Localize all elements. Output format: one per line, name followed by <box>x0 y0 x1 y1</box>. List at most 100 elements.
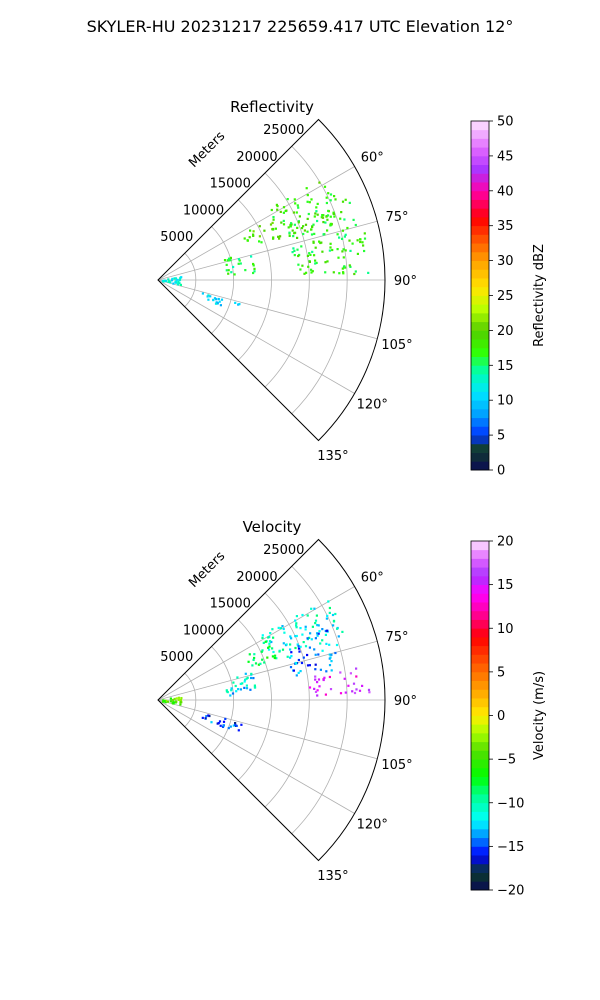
echo-cell <box>306 200 309 203</box>
echo-cell <box>236 676 239 679</box>
echo-cell <box>230 687 233 690</box>
colorbar-tick-label: 20 <box>497 324 514 339</box>
echo-cell <box>321 250 324 253</box>
echo-cell <box>321 639 324 642</box>
echo-cell <box>205 715 208 718</box>
echo-cell <box>252 658 255 661</box>
echo-cell <box>234 301 237 304</box>
echo-cell <box>325 617 328 620</box>
echo-cell <box>299 627 302 630</box>
colorbar-segment <box>471 820 489 830</box>
echo-cell <box>277 626 280 629</box>
echo-cell <box>292 211 295 214</box>
echo-cell <box>258 240 261 243</box>
echo-cell <box>318 630 321 633</box>
echo-cell <box>328 675 331 679</box>
colorbar-segment <box>471 391 489 401</box>
colorbar-segment <box>471 173 489 183</box>
echo-cell <box>343 218 346 221</box>
echo-cell <box>353 691 357 695</box>
echo-cell <box>359 240 362 244</box>
colorbar-segment <box>471 138 489 148</box>
echo-region <box>201 714 243 732</box>
colorbar-tick-label: −10 <box>497 796 524 811</box>
echo-cell <box>173 697 176 701</box>
echo-cell <box>298 215 301 218</box>
echo-cell <box>336 248 339 251</box>
echo-cell <box>244 678 247 681</box>
echo-cell <box>245 687 249 690</box>
colorbar-segment <box>471 750 489 760</box>
echo-region <box>261 600 344 660</box>
colorbar-tick-label: −15 <box>497 840 524 855</box>
colorbar-tick-label: 35 <box>497 219 514 234</box>
azimuth-tick-label: 105° <box>381 338 412 353</box>
echo-cell <box>282 627 285 631</box>
colorbar-segment <box>471 243 489 253</box>
echo-cell <box>267 648 271 651</box>
echo-cell <box>224 717 227 720</box>
echo-cell <box>333 215 336 218</box>
echo-cell <box>334 198 337 201</box>
echo-cell <box>329 199 332 202</box>
azimuth-tick-label: 60° <box>361 150 384 165</box>
range-tick-label: 15000 <box>210 177 251 192</box>
azimuth-tick-label: 75° <box>385 630 408 645</box>
echo-cell <box>165 699 168 702</box>
echo-cell <box>235 690 238 693</box>
echo-cell <box>313 254 316 257</box>
echo-cell <box>328 606 331 610</box>
echo-cell <box>316 634 319 637</box>
echo-cell <box>248 653 251 656</box>
colorbar-segment <box>471 356 489 366</box>
echo-cell <box>291 251 294 254</box>
range-tick-label: 20000 <box>236 570 277 585</box>
echo-cell <box>278 237 281 240</box>
echo-cell <box>330 653 333 656</box>
echo-cell <box>218 300 221 303</box>
echo-cell <box>259 662 262 665</box>
azimuth-tick-label: 120° <box>357 818 388 833</box>
colorbar-segment <box>471 724 489 734</box>
echo-cell <box>324 221 327 224</box>
echo-cell <box>302 641 305 644</box>
echo-cell <box>279 235 282 238</box>
echo-cell <box>314 622 317 625</box>
colorbar-segment <box>471 558 489 568</box>
echo-cell <box>311 225 314 228</box>
echo-cell <box>328 249 331 252</box>
echo-cell <box>297 647 301 650</box>
echo-cell <box>212 298 215 301</box>
colorbar-tick-label: 40 <box>497 184 514 199</box>
echo-cell <box>237 688 240 691</box>
echo-cell <box>359 238 362 241</box>
echo-cell <box>328 643 331 646</box>
echo-cell <box>294 635 297 638</box>
echo-cell <box>294 202 297 205</box>
echo-region <box>308 667 371 697</box>
echo-cell <box>324 693 327 696</box>
echo-cell <box>163 279 166 282</box>
colorbar-segment <box>471 767 489 777</box>
range-tick-label: 5000 <box>160 650 193 665</box>
echo-cell <box>268 645 271 648</box>
echo-cell <box>295 211 298 214</box>
echo-cell <box>325 201 328 205</box>
echo-cell <box>354 223 357 227</box>
azimuth-tick-label: 75° <box>385 210 408 225</box>
echo-cell <box>239 262 242 265</box>
colorbar-segment <box>471 619 489 629</box>
colorbar-segment <box>471 208 489 218</box>
echo-region <box>243 221 280 244</box>
colorbar-tick-label: 45 <box>497 149 514 164</box>
echo-cell <box>336 233 339 236</box>
echo-cell <box>290 637 293 640</box>
echo-cell <box>269 632 272 635</box>
echo-cell <box>207 714 210 717</box>
echo-cell <box>324 271 327 274</box>
echo-cell <box>244 672 247 675</box>
azimuth-tick-label: 90° <box>394 274 417 289</box>
echo-cell <box>225 263 228 266</box>
echo-cell <box>324 633 327 636</box>
